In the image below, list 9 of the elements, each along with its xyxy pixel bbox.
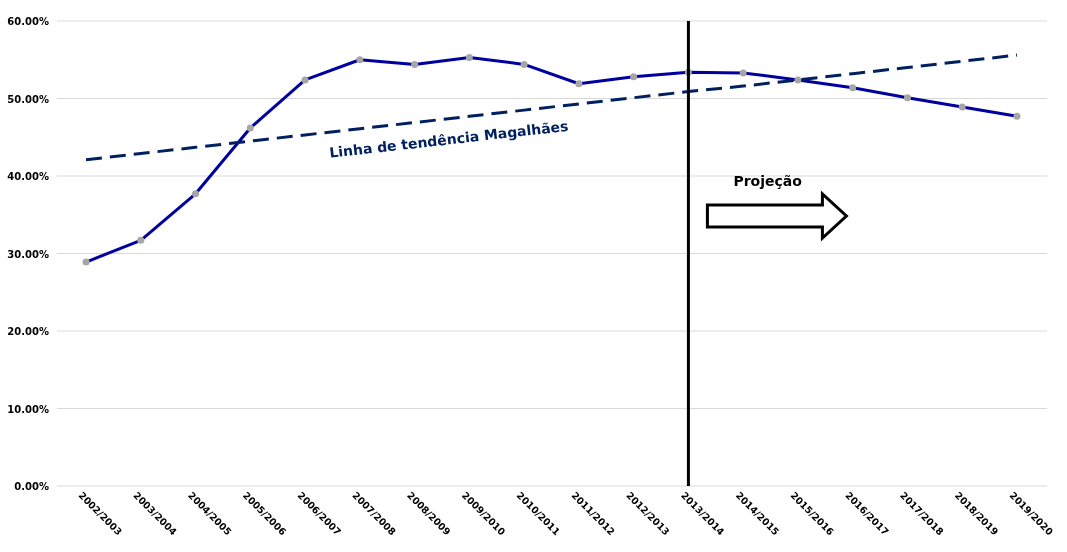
y-tick-label: 20.00% (7, 326, 49, 337)
y-tick-label: 50.00% (7, 93, 49, 105)
y-tick-label: 10.00% (7, 403, 49, 415)
y-tick-label: 40.00% (7, 171, 49, 182)
y-tick-label: 60.00% (7, 16, 49, 27)
y-tick-label: 30.00% (7, 248, 49, 260)
text: Linha de tendência Magalhães (328, 117, 570, 161)
annotation: Projeção (733, 173, 803, 189)
y-tick-label: 0.00% (14, 481, 49, 492)
